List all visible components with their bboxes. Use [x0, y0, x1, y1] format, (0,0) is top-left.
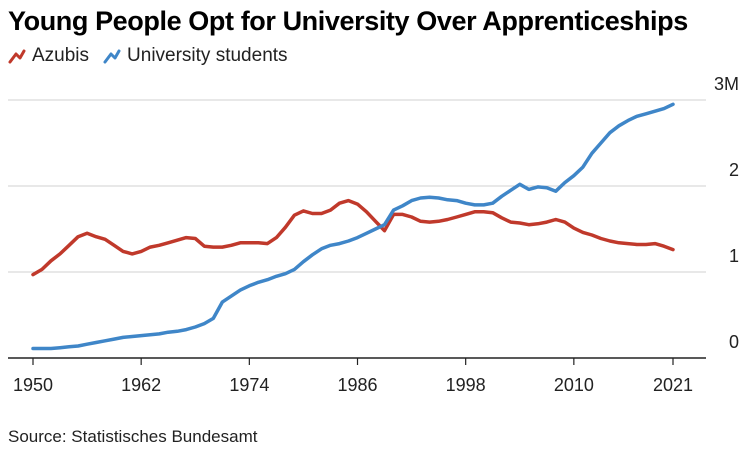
- legend-label-university: University students: [127, 45, 288, 66]
- y-tick-label-3: 3M: [714, 74, 739, 94]
- x-tick-label-3: 1986: [337, 375, 377, 395]
- series-line-university: [31, 102, 675, 351]
- source-note: Source: Statistisches Bundesamt: [8, 427, 258, 446]
- x-tick-label-0: 1950: [13, 375, 53, 395]
- legend-swatch-university: [103, 49, 121, 64]
- x-tick-label-5: 2010: [554, 375, 594, 395]
- x-tick-label-6: 2021: [653, 375, 693, 395]
- y-tick-label-1: 1: [729, 246, 739, 266]
- y-tick-label-2: 2: [729, 160, 739, 180]
- chart-legend: Azubis University students: [8, 45, 302, 67]
- series-line-azubis: [31, 198, 675, 277]
- legend-item-azubis: Azubis: [8, 45, 89, 67]
- legend-swatch-azubis: [8, 49, 26, 64]
- x-tick-label-2: 1974: [229, 375, 269, 395]
- x-tick-label-1: 1962: [121, 375, 161, 395]
- legend-item-university: University students: [103, 45, 288, 67]
- legend-label-azubis: Azubis: [32, 45, 90, 66]
- chart-title: Young People Opt for University Over App…: [8, 6, 688, 36]
- x-tick-label-4: 1998: [446, 375, 486, 395]
- y-tick-label-0: 0: [729, 332, 739, 352]
